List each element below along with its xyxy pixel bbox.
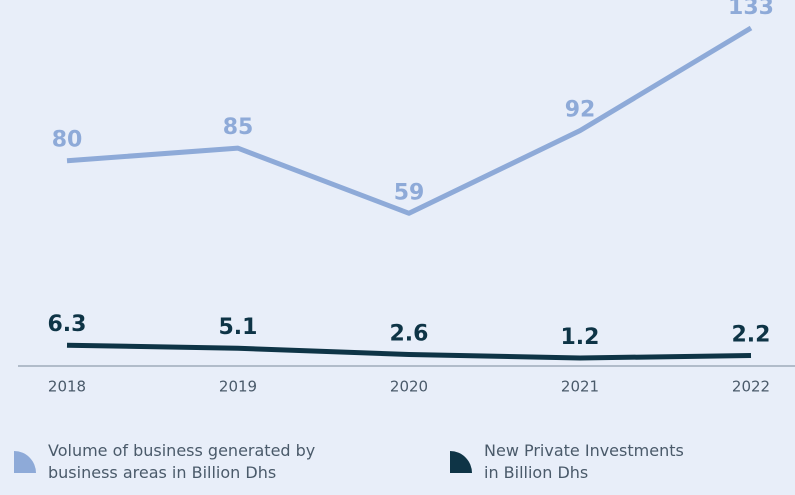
- data-label: 80: [52, 128, 83, 153]
- legend-swatch: [14, 451, 36, 473]
- data-label: 133: [728, 0, 774, 20]
- legend-item: New Private Investments in Billion Dhs: [450, 440, 684, 484]
- data-label: 1.2: [561, 325, 600, 350]
- data-label: 6.3: [48, 312, 87, 337]
- line: [66, 25, 753, 216]
- data-label: 5.1: [219, 315, 258, 340]
- data-label: 92: [565, 98, 596, 123]
- data-label: 2.6: [390, 321, 429, 346]
- data-label: 2.2: [732, 322, 771, 347]
- x-tick-label: 2018: [48, 378, 86, 396]
- x-tick-label: 2019: [219, 378, 257, 396]
- legend-item: Volume of business generated by business…: [14, 440, 315, 484]
- line: [66, 342, 752, 361]
- x-tick-label: 2022: [732, 378, 770, 396]
- data-label: 85: [223, 115, 254, 140]
- legend-icon: [450, 451, 472, 473]
- chart: 2018 2019 2020 2021 2022 80 85 59 92 133 6.3 5.1 2.6…: [18, 0, 795, 396]
- data-label: 59: [394, 180, 425, 205]
- legend-swatch: [450, 451, 472, 473]
- legend-label: Volume of business generated by business…: [48, 441, 316, 482]
- x-tick-label: 2021: [561, 378, 599, 396]
- legend-icon: [14, 451, 36, 473]
- legend-label: New Private Investments in Billion Dhs: [484, 441, 684, 482]
- x-tick-label: 2020: [390, 378, 428, 396]
